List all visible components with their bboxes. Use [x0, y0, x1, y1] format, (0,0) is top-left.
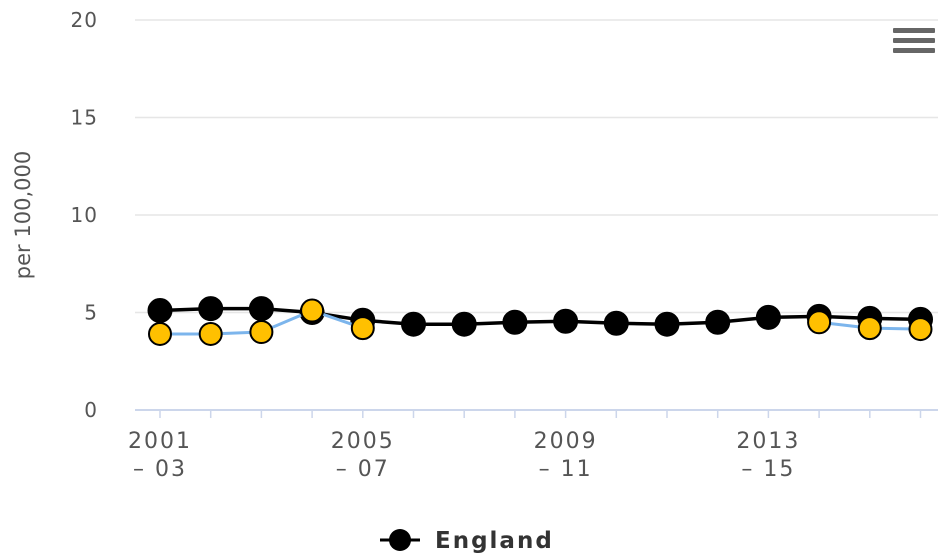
- hamburger-menu-icon[interactable]: [893, 28, 935, 58]
- series-england: [147, 296, 933, 337]
- series-area-point-13: [807, 310, 832, 335]
- series-area-point-14: [857, 316, 882, 341]
- series-england-point-9: [603, 310, 629, 336]
- y-tick-label-4: 20: [71, 8, 98, 32]
- y-tick-label-0: 0: [84, 398, 98, 422]
- series-england-point-11: [705, 309, 731, 335]
- series-area-point-0: [148, 321, 172, 346]
- series-area-point-2: [249, 320, 274, 344]
- x-tick-label-0-line1: 2001: [128, 429, 192, 454]
- series-england-point-12: [755, 304, 781, 330]
- menu-bar-top: [893, 28, 935, 33]
- x-tick-label-12-line2: – 15: [741, 457, 795, 482]
- y-tick-label-3: 15: [71, 106, 98, 130]
- series-england-line: [159, 306, 921, 326]
- series-england-point-0: [147, 298, 173, 324]
- series-area-point-15: [908, 317, 933, 342]
- x-tick-label-8-line2: – 11: [539, 457, 593, 482]
- x-tick-label-12-line1: 2013: [736, 429, 800, 454]
- legend-england-marker-swatch: [389, 529, 411, 551]
- series-england-point-5: [401, 311, 426, 337]
- x-axis: 2001 – 03 2005 – 07 2009 – 11 2013 – 15: [128, 409, 938, 482]
- x-tick-label-4-line2: – 07: [336, 457, 390, 482]
- series-england-point-2: [248, 296, 274, 322]
- y-axis-label: per 100,000: [11, 151, 35, 279]
- y-tick-label-2: 10: [71, 203, 98, 227]
- series-area-point-1: [198, 321, 223, 346]
- menu-bar-bottom: [893, 48, 935, 53]
- series-area: [148, 298, 933, 346]
- x-tick-label-4-line1: 2005: [331, 429, 395, 454]
- x-tick-label-8-line1: 2009: [534, 429, 598, 454]
- series-area-point-4: [350, 316, 375, 341]
- y-axis-ticks: 0 5 10 15 20: [71, 8, 98, 422]
- series-england-point-10: [654, 311, 680, 337]
- series-england-point-8: [553, 308, 579, 334]
- legend-england-label: England: [435, 528, 554, 554]
- y-tick-label-1: 5: [84, 301, 98, 325]
- series-area-point-3: [300, 298, 325, 323]
- gridlines: [135, 19, 938, 314]
- legend[interactable]: England: [380, 528, 554, 554]
- series-england-point-6: [451, 311, 477, 337]
- series-england-point-1: [198, 296, 224, 322]
- x-tick-label-0-line2: – 03: [133, 457, 187, 482]
- series-england-point-7: [502, 309, 528, 335]
- menu-bar-middle: [893, 38, 935, 43]
